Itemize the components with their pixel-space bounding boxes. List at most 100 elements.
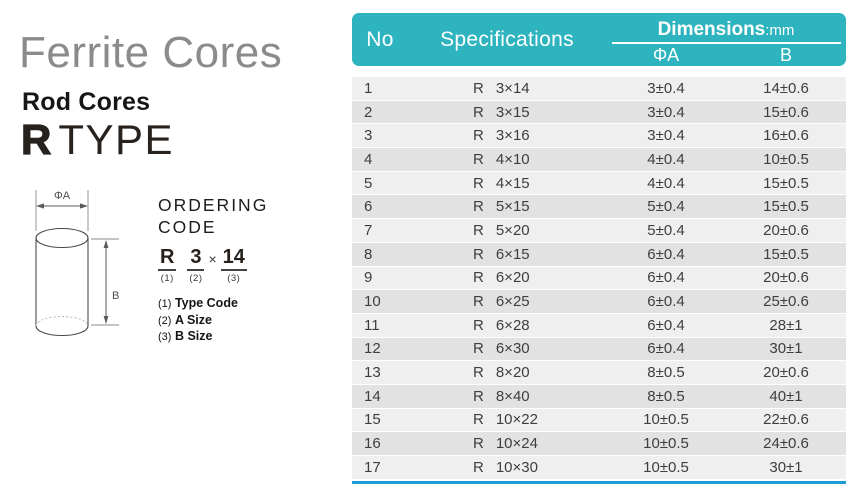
code-part-b-value: 14 — [220, 246, 247, 271]
row-no: 2 — [364, 103, 373, 121]
row-spec-type: R — [473, 198, 484, 216]
table-row: 3 R 3×16 3±0.4 16±0.6 — [352, 124, 846, 149]
legend-a-size: (2) A Size — [158, 313, 358, 330]
row-spec-type: R — [473, 458, 484, 476]
row-spec-size: 10×22 — [495, 411, 538, 429]
row-spec-type: R — [473, 221, 484, 239]
row-spec-size: 5×20 — [495, 221, 530, 239]
ordering-code-section: ORDERING CODE R (1) 3 (2) × 14 (3) (1) T… — [158, 195, 358, 346]
row-spec-type: R — [473, 293, 484, 311]
row-spec-type: R — [473, 364, 484, 382]
code-part-type: R (1) — [158, 246, 177, 284]
row-dim-a: 5±0.4 — [647, 198, 685, 216]
row-spec-size: 3×16 — [495, 127, 530, 145]
row-dim-b: 20±0.6 — [763, 364, 809, 382]
row-no: 6 — [364, 198, 373, 216]
legend-b-size-index: (3) — [158, 331, 172, 343]
table-row: 4 R 4×10 4±0.4 10±0.5 — [352, 148, 846, 172]
row-no: 3 — [364, 127, 373, 145]
row-dim-a: 3±0.4 — [647, 127, 685, 145]
table-row: 12 R 6×30 6±0.4 30±1 — [352, 337, 846, 362]
table-row: 6 R 5×15 5±0.4 15±0.5 — [352, 195, 846, 220]
row-spec: R 10×24 — [408, 435, 606, 452]
table-row: 15 R 10×22 10±0.5 22±0.6 — [352, 408, 846, 433]
row-dim-a: 5±0.4 — [647, 221, 685, 239]
header-col-b: B — [779, 44, 792, 65]
row-dim-a: 8±0.5 — [647, 364, 685, 382]
row-dim-a: 10±0.5 — [643, 411, 689, 429]
table-row: 5 R 4×15 4±0.4 15±0.5 — [352, 171, 846, 196]
table-row: 10 R 6×25 6±0.4 25±0.6 — [352, 290, 846, 314]
diagram-diameter-label: ΦA — [54, 190, 71, 202]
table-row: 9 R 6×20 6±0.4 20±0.6 — [352, 266, 846, 291]
row-spec-type: R — [473, 387, 484, 405]
page-subtitle: Rod Cores — [22, 88, 151, 116]
row-spec-size: 6×28 — [495, 316, 530, 334]
code-part-a-value: 3 — [187, 246, 205, 271]
row-spec: R 10×30 — [408, 459, 606, 476]
row-spec: R 5×15 — [408, 198, 606, 215]
header-dimensions-unit: :mm — [765, 22, 795, 39]
specifications-table: No Specifications Dimensions:mm ΦA B 1 R… — [352, 13, 846, 485]
table-row: 11 R 6×28 6±0.4 28±1 — [352, 313, 846, 338]
row-spec-size: 10×30 — [495, 458, 538, 476]
row-spec-size: 6×15 — [495, 245, 530, 263]
row-spec: R 3×16 — [408, 127, 606, 144]
row-dim-b: 15±0.6 — [763, 103, 809, 121]
row-spec-size: 10×24 — [495, 435, 538, 453]
code-part-type-value: R — [158, 246, 177, 271]
row-no: 7 — [364, 221, 373, 239]
row-dim-b: 30±1 — [769, 458, 803, 476]
code-part-b-size: 14 (3) — [220, 246, 247, 284]
row-spec: R 10×22 — [408, 411, 606, 428]
legend-a-size-label: A Size — [174, 312, 212, 327]
row-no: 17 — [364, 458, 381, 476]
row-no: 5 — [364, 174, 373, 192]
row-spec-type: R — [473, 103, 484, 121]
row-no: 12 — [364, 340, 381, 358]
row-spec: R 6×20 — [408, 269, 606, 286]
header-specifications: Specifications — [440, 27, 574, 51]
row-spec: R 4×10 — [408, 151, 606, 168]
header-dimensions-group: Dimensions:mm ΦA B — [606, 13, 846, 66]
multiply-sign: × — [208, 251, 217, 267]
header-col-phi-a: ΦA — [652, 44, 680, 65]
row-spec-type: R — [473, 316, 484, 334]
table-row: 13 R 8×20 8±0.5 20±0.6 — [352, 361, 846, 385]
table-row: 16 R 10×24 10±0.5 24±0.6 — [352, 432, 846, 456]
row-dim-b: 24±0.6 — [763, 435, 809, 453]
row-dim-b: 22±0.6 — [763, 411, 809, 429]
row-spec-type: R — [473, 127, 484, 145]
row-dim-a: 4±0.4 — [647, 150, 685, 168]
row-spec: R 5×20 — [408, 222, 606, 239]
row-spec: R 3×14 — [408, 80, 606, 97]
code-part-b-index: (3) — [227, 273, 241, 284]
row-dim-a: 4±0.4 — [647, 174, 685, 192]
row-dim-b: 20±0.6 — [763, 221, 809, 239]
row-spec-size: 8×40 — [495, 387, 530, 405]
row-no: 14 — [364, 387, 381, 405]
type-letter: R — [20, 116, 52, 163]
row-dim-a: 3±0.4 — [647, 103, 685, 121]
row-no: 4 — [364, 150, 373, 168]
row-spec: R 8×20 — [408, 364, 606, 381]
row-spec-type: R — [473, 174, 484, 192]
row-spec-type: R — [473, 245, 484, 263]
code-part-type-index: (1) — [160, 273, 174, 284]
table-row: 17 R 10×30 10±0.5 30±1 — [352, 456, 846, 480]
row-no: 11 — [364, 316, 380, 334]
row-dim-b: 28±1 — [769, 316, 803, 334]
row-spec: R 3×15 — [408, 104, 606, 121]
table-header: No Specifications Dimensions:mm ΦA B — [352, 13, 846, 66]
header-no: No — [366, 27, 394, 51]
diagram-height-label: B — [112, 290, 119, 302]
row-dim-a: 6±0.4 — [647, 245, 685, 263]
table-row: 2 R 3×15 3±0.4 15±0.6 — [352, 100, 846, 125]
table-row: 14 R 8×40 8±0.5 40±1 — [352, 384, 846, 409]
row-no: 1 — [364, 79, 373, 97]
legend-type-code-label: Type Code — [174, 296, 238, 310]
row-dim-a: 6±0.4 — [647, 340, 685, 358]
row-dim-b: 15±0.5 — [763, 198, 809, 216]
rod-core-diagram-icon: ΦA B — [35, 190, 119, 337]
